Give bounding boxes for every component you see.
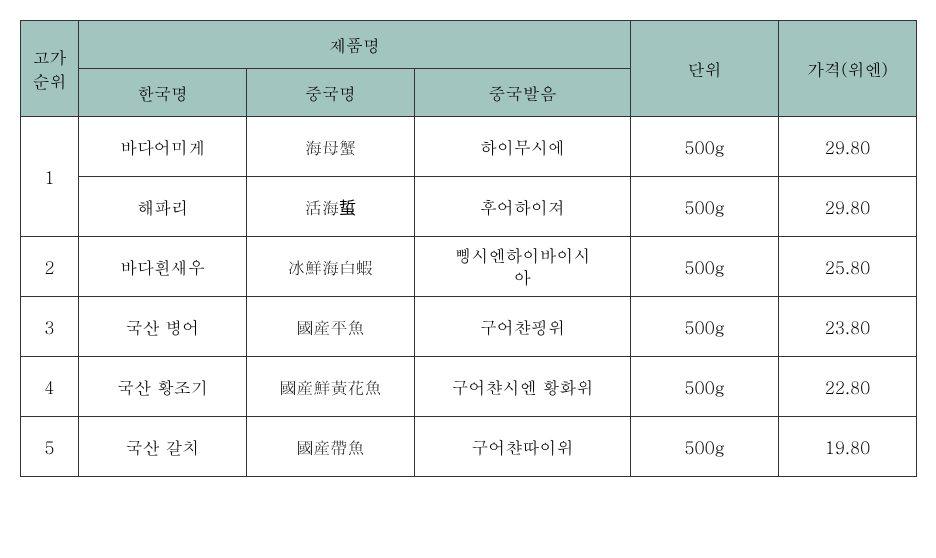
cell-rank: 3: [21, 297, 79, 357]
table-row: 2 바다흰새우 冰鮮海白蝦 삥시엔하이바이시아 500g 25.80: [21, 237, 917, 297]
cell-pronounce: 하이무시에: [415, 117, 631, 177]
header-rank: 고가순위: [21, 21, 79, 117]
cell-price: 19.80: [779, 417, 917, 477]
cell-price: 22.80: [779, 357, 917, 417]
header-unit: 단위: [631, 21, 779, 117]
cell-chinese: 國産平魚: [247, 297, 415, 357]
cell-unit: 500g: [631, 297, 779, 357]
cell-korean: 바다흰새우: [79, 237, 247, 297]
cell-rank: 4: [21, 357, 79, 417]
cell-price: 25.80: [779, 237, 917, 297]
cell-chinese: 活海蜇: [247, 177, 415, 237]
header-price: 가격(위엔): [779, 21, 917, 117]
price-table: 고가순위 제품명 단위 가격(위엔) 한국명 중국명 중국발음 1 바다어미게 …: [20, 20, 917, 477]
header-chinese: 중국명: [247, 69, 415, 117]
table-body: 1 바다어미게 海母蟹 하이무시에 500g 29.80 해파리 活海蜇 후어하…: [21, 117, 917, 477]
table-row: 5 국산 갈치 國産帶魚 구어챤따이위 500g 19.80: [21, 417, 917, 477]
cell-korean: 바다어미게: [79, 117, 247, 177]
table-row: 3 국산 병어 國産平魚 구어챤핑위 500g 23.80: [21, 297, 917, 357]
cell-pronounce: 구어챤따이위: [415, 417, 631, 477]
cell-unit: 500g: [631, 177, 779, 237]
cell-price: 29.80: [779, 117, 917, 177]
cell-korean: 국산 병어: [79, 297, 247, 357]
header-korean: 한국명: [79, 69, 247, 117]
table-row: 4 국산 황조기 國産鮮黃花魚 구어챤시엔 황화위 500g 22.80: [21, 357, 917, 417]
cell-unit: 500g: [631, 417, 779, 477]
cell-pronounce: 구어챤시엔 황화위: [415, 357, 631, 417]
cell-unit: 500g: [631, 237, 779, 297]
header-product: 제품명: [79, 21, 631, 69]
cell-korean: 국산 갈치: [79, 417, 247, 477]
cell-rank: 1: [21, 117, 79, 237]
cell-chinese: 國産帶魚: [247, 417, 415, 477]
cell-chinese: 國産鮮黃花魚: [247, 357, 415, 417]
cell-korean: 해파리: [79, 177, 247, 237]
cell-rank: 2: [21, 237, 79, 297]
cell-pronounce: 삥시엔하이바이시아: [415, 237, 631, 297]
cell-pronounce: 구어챤핑위: [415, 297, 631, 357]
cell-unit: 500g: [631, 357, 779, 417]
table-row: 해파리 活海蜇 후어하이져 500g 29.80: [21, 177, 917, 237]
cell-pronounce: 후어하이져: [415, 177, 631, 237]
cell-price: 23.80: [779, 297, 917, 357]
cell-korean: 국산 황조기: [79, 357, 247, 417]
cell-chinese: 海母蟹: [247, 117, 415, 177]
cell-rank: 5: [21, 417, 79, 477]
header-pronounce: 중국발음: [415, 69, 631, 117]
cell-unit: 500g: [631, 117, 779, 177]
table-row: 1 바다어미게 海母蟹 하이무시에 500g 29.80: [21, 117, 917, 177]
table-header: 고가순위 제품명 단위 가격(위엔) 한국명 중국명 중국발음: [21, 21, 917, 117]
cell-chinese: 冰鮮海白蝦: [247, 237, 415, 297]
cell-price: 29.80: [779, 177, 917, 237]
